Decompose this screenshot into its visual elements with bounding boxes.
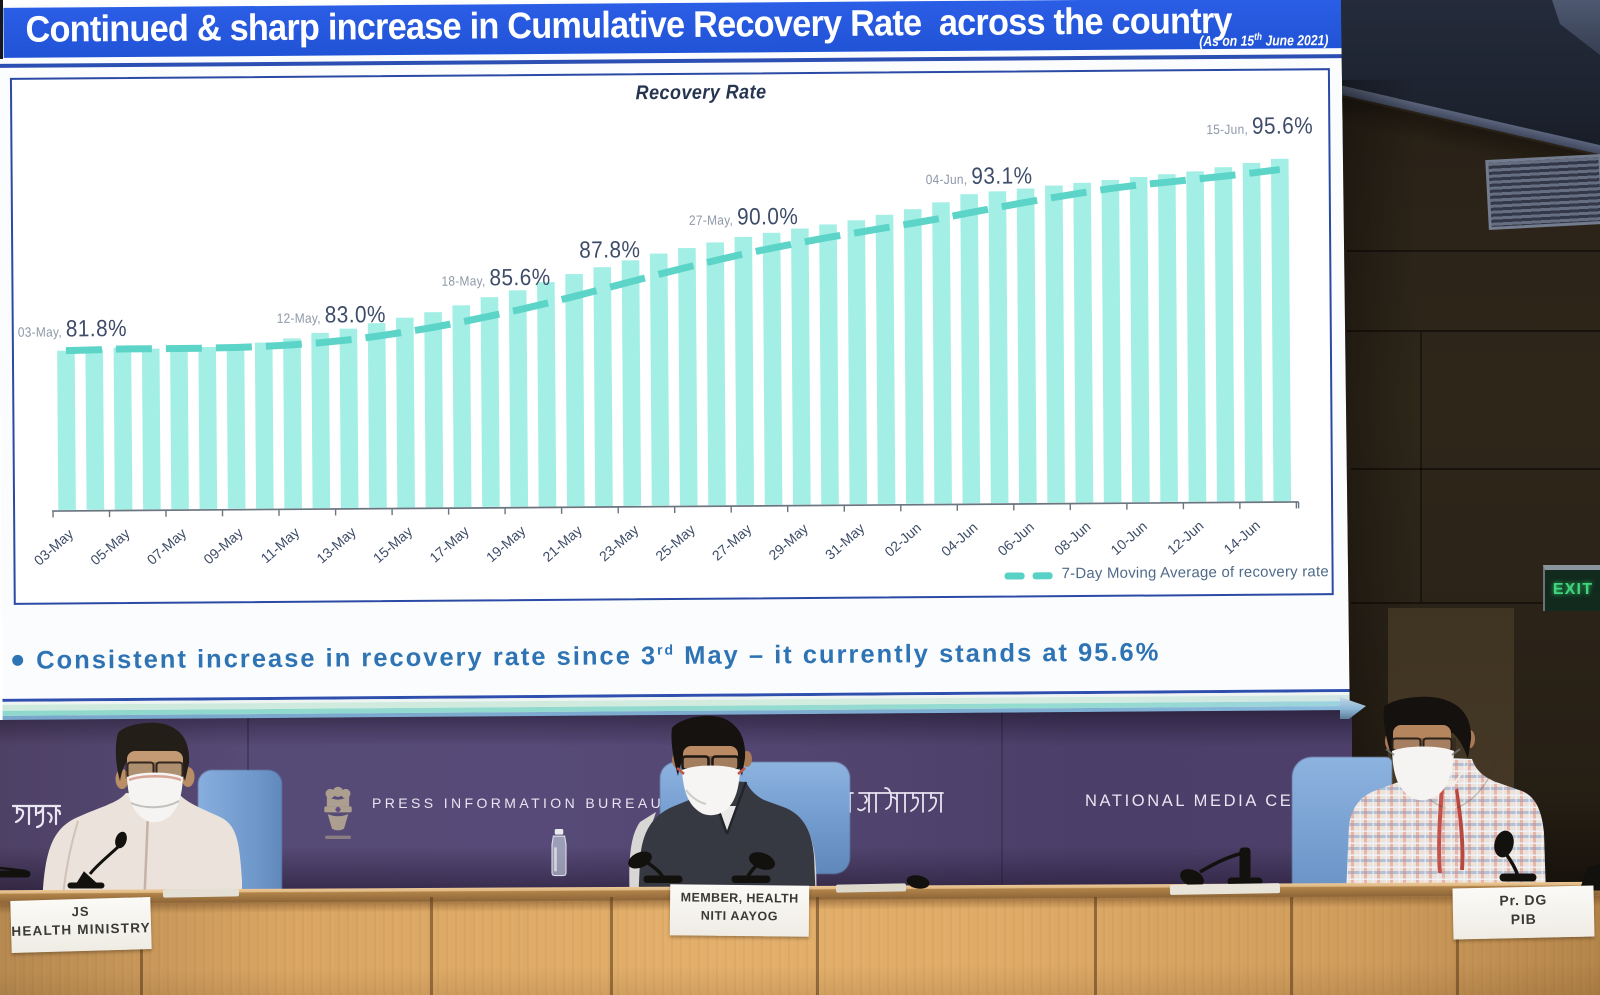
svg-text:09-May: 09-May (200, 524, 246, 567)
svg-text:06-Jun: 06-Jun (994, 519, 1037, 559)
svg-text:11-May: 11-May (258, 524, 303, 566)
svg-text:13-May: 13-May (313, 524, 359, 567)
svg-text:27-May: 27-May (709, 521, 755, 564)
svg-text:12-Jun: 12-Jun (1164, 517, 1207, 557)
svg-text:15-May: 15-May (370, 523, 416, 566)
svg-text:31-May: 31-May (822, 520, 868, 563)
svg-text:29-May: 29-May (765, 520, 811, 563)
svg-text:07-May: 07-May (144, 525, 190, 568)
svg-text:17-May: 17-May (426, 523, 472, 566)
svg-text:23-May: 23-May (596, 522, 642, 565)
svg-text:04-Jun: 04-Jun (938, 519, 981, 559)
svg-text:03-May: 03-May (31, 526, 77, 569)
svg-text:10-Jun: 10-Jun (1107, 518, 1150, 558)
svg-text:08-Jun: 08-Jun (1051, 518, 1094, 558)
svg-text:05-May: 05-May (87, 525, 133, 568)
svg-text:19-May: 19-May (483, 522, 529, 565)
svg-text:25-May: 25-May (652, 521, 698, 564)
svg-text:02-Jun: 02-Jun (881, 519, 924, 559)
svg-text:21-May: 21-May (539, 522, 585, 565)
svg-text:14-Jun: 14-Jun (1220, 517, 1263, 557)
